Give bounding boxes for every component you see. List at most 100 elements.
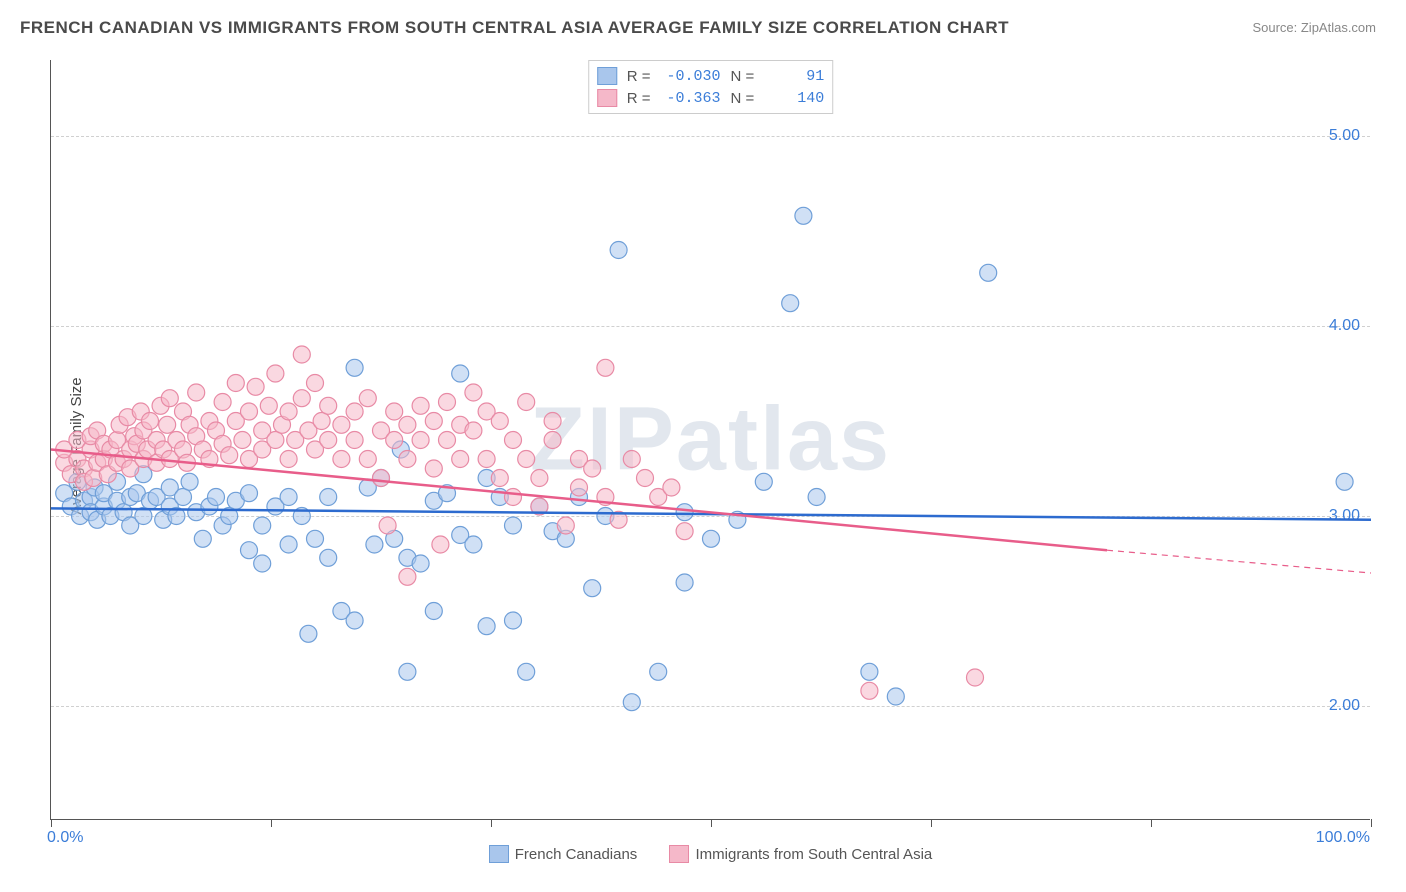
data-point	[584, 580, 601, 597]
data-point	[465, 384, 482, 401]
data-point	[241, 485, 258, 502]
data-point	[967, 669, 984, 686]
data-point	[373, 470, 390, 487]
data-point	[307, 375, 324, 392]
data-point	[320, 549, 337, 566]
data-point	[208, 489, 225, 506]
data-point	[267, 432, 284, 449]
stat-r-value-1: -0.030	[661, 68, 721, 85]
data-point	[227, 375, 244, 392]
data-point	[425, 413, 442, 430]
data-point	[887, 688, 904, 705]
data-point	[399, 568, 416, 585]
data-point	[346, 432, 363, 449]
data-point	[861, 663, 878, 680]
data-point	[439, 432, 456, 449]
data-point	[650, 663, 667, 680]
data-point	[161, 390, 178, 407]
data-point	[663, 479, 680, 496]
data-point	[571, 479, 588, 496]
source-attribution: Source: ZipAtlas.com	[1252, 20, 1376, 35]
data-point	[795, 207, 812, 224]
data-point	[159, 416, 176, 433]
data-point	[703, 530, 720, 547]
source-link[interactable]: ZipAtlas.com	[1301, 20, 1376, 35]
data-point	[188, 384, 205, 401]
data-point	[676, 574, 693, 591]
data-point	[782, 295, 799, 312]
data-point	[175, 489, 192, 506]
data-point	[478, 618, 495, 635]
data-point	[425, 460, 442, 477]
stats-row-series-1: R = -0.030 N = 91	[597, 65, 825, 87]
data-point	[399, 663, 416, 680]
data-point	[379, 517, 396, 534]
data-point	[980, 264, 997, 281]
data-point	[307, 530, 324, 547]
data-point	[399, 416, 416, 433]
trend-line	[51, 508, 1371, 519]
data-point	[366, 536, 383, 553]
data-point	[333, 451, 350, 468]
data-point	[755, 473, 772, 490]
data-point	[214, 394, 231, 411]
data-point	[247, 378, 264, 395]
data-point	[544, 413, 561, 430]
data-point	[452, 365, 469, 382]
plot-area: ZIPatlas 2.003.004.005.00 R = -0.030 N =…	[50, 60, 1370, 820]
data-point	[320, 397, 337, 414]
legend-label-1: French Canadians	[515, 846, 638, 863]
data-point	[412, 432, 429, 449]
data-point	[346, 612, 363, 629]
data-point	[320, 432, 337, 449]
data-point	[544, 432, 561, 449]
xtick	[271, 819, 272, 827]
data-point	[505, 432, 522, 449]
stat-n-label-1: N =	[731, 68, 755, 85]
data-point	[386, 403, 403, 420]
data-point	[399, 451, 416, 468]
data-point	[313, 413, 330, 430]
chart-title: FRENCH CANADIAN VS IMMIGRANTS FROM SOUTH…	[20, 18, 1009, 38]
stat-r-value-2: -0.363	[661, 90, 721, 107]
data-point	[518, 394, 535, 411]
data-point	[584, 460, 601, 477]
data-point	[300, 625, 317, 642]
data-point	[346, 359, 363, 376]
stats-row-series-2: R = -0.363 N = 140	[597, 87, 825, 109]
xtick	[491, 819, 492, 827]
data-point	[465, 536, 482, 553]
xtick	[51, 819, 52, 827]
data-point	[241, 542, 258, 559]
data-point	[280, 536, 297, 553]
data-point	[412, 555, 429, 572]
data-point	[267, 365, 284, 382]
correlation-stats-box: R = -0.030 N = 91 R = -0.363 N = 140	[588, 60, 834, 114]
data-point	[623, 451, 640, 468]
data-point	[254, 555, 271, 572]
data-point	[676, 523, 693, 540]
data-point	[432, 536, 449, 553]
data-point	[518, 451, 535, 468]
stat-r-label-2: R =	[627, 90, 651, 107]
data-point	[518, 663, 535, 680]
data-point	[241, 403, 258, 420]
data-point	[676, 504, 693, 521]
data-point	[359, 390, 376, 407]
data-point	[221, 447, 238, 464]
data-point	[333, 416, 350, 433]
data-point	[557, 517, 574, 534]
data-point	[346, 403, 363, 420]
data-point	[412, 397, 429, 414]
data-point	[260, 397, 277, 414]
legend-item-2: Immigrants from South Central Asia	[669, 845, 932, 863]
data-point	[505, 612, 522, 629]
data-point	[280, 489, 297, 506]
stat-n-value-1: 91	[764, 68, 824, 85]
data-point	[425, 603, 442, 620]
data-point	[465, 422, 482, 439]
stat-n-value-2: 140	[764, 90, 824, 107]
data-point	[597, 359, 614, 376]
data-point	[505, 489, 522, 506]
data-point	[181, 473, 198, 490]
